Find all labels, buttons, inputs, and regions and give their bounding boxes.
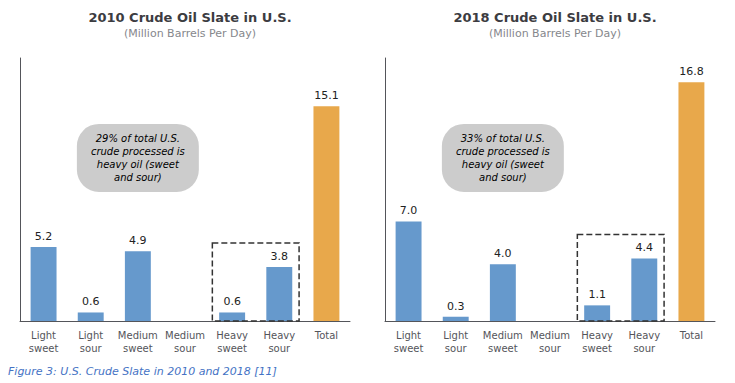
svg-text:15.1: 15.1 [314, 89, 339, 102]
svg-text:Medium: Medium [165, 330, 205, 341]
svg-text:Total: Total [679, 330, 703, 341]
svg-text:sweet: sweet [488, 343, 518, 354]
svg-text:Medium: Medium [118, 330, 158, 341]
svg-text:Heavy: Heavy [628, 330, 660, 341]
svg-text:sour: sour [174, 343, 197, 354]
svg-text:sour: sour [539, 343, 562, 354]
svg-text:and sour): and sour) [479, 172, 527, 183]
svg-text:1.1: 1.1 [588, 288, 606, 301]
svg-text:3.8: 3.8 [271, 250, 289, 263]
svg-text:Heavy: Heavy [581, 330, 613, 341]
svg-text:Heavy: Heavy [216, 330, 248, 341]
svg-text:sweet: sweet [29, 343, 59, 354]
svg-text:sweet: sweet [217, 343, 247, 354]
svg-text:Figure 3: U.S. Crude Slate in: Figure 3: U.S. Crude Slate in 2010 and 2… [8, 365, 277, 378]
svg-text:Light: Light [396, 330, 421, 341]
svg-text:4.4: 4.4 [636, 241, 654, 254]
svg-text:Light: Light [31, 330, 56, 341]
svg-text:29% of total U.S.: 29% of total U.S. [96, 133, 180, 144]
svg-text:2018 Crude Oil Slate in U.S.: 2018 Crude Oil Slate in U.S. [453, 10, 656, 25]
svg-text:Medium: Medium [530, 330, 570, 341]
svg-text:heavy oil (sweet: heavy oil (sweet [462, 159, 545, 170]
svg-text:sweet: sweet [394, 343, 424, 354]
svg-text:(Million Barrels Per Day): (Million Barrels Per Day) [489, 27, 621, 40]
svg-text:4.0: 4.0 [494, 247, 512, 260]
svg-text:4.9: 4.9 [129, 234, 147, 247]
svg-text:crude processed is: crude processed is [456, 146, 550, 157]
svg-text:0.3: 0.3 [447, 300, 465, 313]
svg-text:and sour): and sour) [114, 172, 162, 183]
svg-text:sour: sour [633, 343, 656, 354]
svg-text:Light: Light [443, 330, 468, 341]
svg-text:heavy oil (sweet: heavy oil (sweet [97, 159, 180, 170]
svg-text:Total: Total [314, 330, 338, 341]
svg-text:Light: Light [78, 330, 103, 341]
svg-text:sour: sour [445, 343, 468, 354]
svg-text:crude processed is: crude processed is [91, 146, 185, 157]
svg-text:0.6: 0.6 [82, 295, 100, 308]
svg-text:33% of total U.S.: 33% of total U.S. [461, 133, 545, 144]
svg-text:5.2: 5.2 [35, 230, 53, 243]
svg-text:7.0: 7.0 [400, 204, 418, 217]
svg-text:Heavy: Heavy [263, 330, 295, 341]
svg-text:2010 Crude Oil Slate in U.S.: 2010 Crude Oil Slate in U.S. [88, 10, 291, 25]
svg-text:16.8: 16.8 [679, 65, 704, 78]
svg-text:Medium: Medium [483, 330, 523, 341]
svg-text:sour: sour [268, 343, 291, 354]
svg-text:0.6: 0.6 [223, 295, 241, 308]
svg-text:sweet: sweet [123, 343, 153, 354]
svg-text:sour: sour [80, 343, 103, 354]
svg-text:sweet: sweet [582, 343, 612, 354]
svg-text:(Million Barrels Per Day): (Million Barrels Per Day) [124, 27, 256, 40]
